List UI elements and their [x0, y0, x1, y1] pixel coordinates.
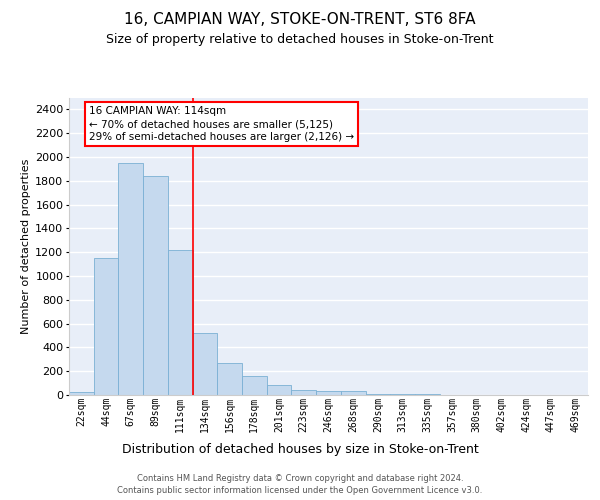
Bar — [168, 250, 193, 395]
Bar — [242, 376, 267, 395]
Bar — [267, 386, 292, 395]
Bar — [316, 391, 341, 395]
Bar — [143, 176, 168, 395]
Bar — [365, 394, 390, 395]
Text: Contains HM Land Registry data © Crown copyright and database right 2024.
Contai: Contains HM Land Registry data © Crown c… — [118, 474, 482, 495]
Bar — [415, 394, 440, 395]
Y-axis label: Number of detached properties: Number of detached properties — [21, 158, 31, 334]
Bar — [292, 390, 316, 395]
Bar — [341, 392, 365, 395]
Bar — [217, 364, 242, 395]
Bar — [390, 394, 415, 395]
Bar — [118, 163, 143, 395]
Text: 16 CAMPIAN WAY: 114sqm
← 70% of detached houses are smaller (5,125)
29% of semi-: 16 CAMPIAN WAY: 114sqm ← 70% of detached… — [89, 106, 354, 142]
Text: Size of property relative to detached houses in Stoke-on-Trent: Size of property relative to detached ho… — [106, 32, 494, 46]
Bar — [193, 333, 217, 395]
Bar — [94, 258, 118, 395]
Text: Distribution of detached houses by size in Stoke-on-Trent: Distribution of detached houses by size … — [122, 442, 478, 456]
Text: 16, CAMPIAN WAY, STOKE-ON-TRENT, ST6 8FA: 16, CAMPIAN WAY, STOKE-ON-TRENT, ST6 8FA — [124, 12, 476, 28]
Bar — [69, 392, 94, 395]
